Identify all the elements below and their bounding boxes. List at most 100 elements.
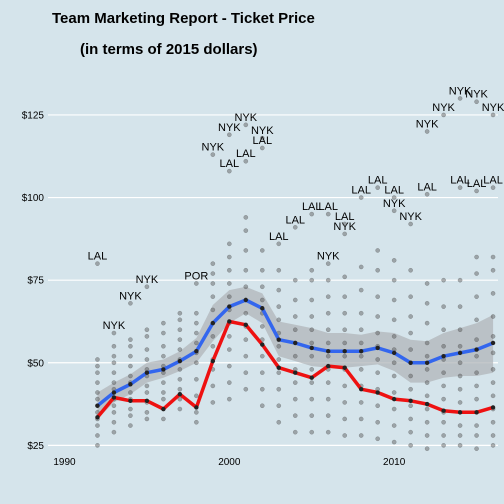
data-point xyxy=(161,330,166,336)
median-point xyxy=(391,396,397,402)
team-label: LAL xyxy=(302,201,322,213)
data-point xyxy=(292,380,298,385)
data-point xyxy=(276,287,282,293)
median-point xyxy=(243,322,249,327)
data-point xyxy=(111,360,117,366)
y-tick-label: $125 xyxy=(22,110,45,121)
data-point xyxy=(95,433,100,438)
y-tick-label: $100 xyxy=(22,193,45,204)
mean-point xyxy=(128,382,133,387)
data-point xyxy=(342,400,348,405)
data-point xyxy=(128,373,133,379)
data-point xyxy=(177,310,183,316)
data-point xyxy=(177,396,183,402)
median-point xyxy=(375,390,380,395)
data-point xyxy=(243,228,249,233)
team-label: NYK xyxy=(119,290,142,302)
data-point xyxy=(128,406,133,412)
median-point xyxy=(293,370,298,375)
data-point xyxy=(128,363,133,369)
data-point xyxy=(161,396,166,402)
data-point xyxy=(391,277,397,283)
annotated-point xyxy=(342,221,348,227)
team-label: NYK xyxy=(103,320,126,332)
data-point xyxy=(194,376,199,382)
data-point xyxy=(161,390,166,395)
data-point xyxy=(210,343,216,349)
data-point xyxy=(210,400,216,405)
median-point xyxy=(177,391,183,397)
data-point xyxy=(342,433,348,438)
team-label: LAL xyxy=(236,148,256,160)
data-point xyxy=(474,433,479,438)
data-point xyxy=(358,340,364,346)
data-point xyxy=(111,380,117,385)
x-tick-label: 2010 xyxy=(383,457,406,468)
data-point xyxy=(226,333,232,339)
data-point xyxy=(408,429,413,435)
data-point xyxy=(408,267,413,273)
data-point xyxy=(292,429,298,435)
data-point xyxy=(210,271,216,276)
data-point xyxy=(358,367,364,372)
data-point xyxy=(490,393,496,399)
data-point xyxy=(276,370,282,376)
data-point xyxy=(177,317,183,323)
data-point xyxy=(210,307,216,313)
team-label: NYK xyxy=(202,142,225,154)
annotated-point xyxy=(226,168,232,174)
data-point xyxy=(309,297,315,303)
team-label: NYK xyxy=(449,85,472,97)
data-point xyxy=(144,383,150,389)
team-label: NYK xyxy=(383,198,406,210)
mean-point xyxy=(260,306,265,311)
team-label: LAL xyxy=(351,185,371,197)
data-point xyxy=(490,419,496,425)
data-point xyxy=(309,314,315,319)
mean-point xyxy=(474,347,479,352)
mean-point xyxy=(144,370,150,375)
plot-area: $25$50$75$100$125 1990 2000 2010 LALNYKNYK… xyxy=(22,85,504,468)
data-point xyxy=(161,320,166,326)
data-point xyxy=(457,304,463,309)
mean-point xyxy=(424,360,430,365)
data-point xyxy=(424,446,430,452)
data-point xyxy=(144,333,150,339)
data-point xyxy=(358,353,364,359)
mean-point xyxy=(243,297,249,303)
data-point xyxy=(144,409,150,415)
data-point xyxy=(424,353,430,359)
mean-point xyxy=(177,358,183,364)
data-point xyxy=(325,396,331,402)
x-axis-tick-labels: 1990 2000 2010 xyxy=(53,457,405,468)
data-point xyxy=(490,367,496,372)
data-point xyxy=(95,390,100,395)
team-label: LAL xyxy=(220,158,240,170)
annotated-point xyxy=(243,122,249,128)
annotated-point xyxy=(391,195,397,200)
data-point xyxy=(375,248,381,253)
data-point xyxy=(424,367,430,372)
median-point xyxy=(95,415,100,420)
annotated-point xyxy=(128,300,133,306)
data-point xyxy=(292,277,298,283)
mean-point xyxy=(490,340,496,346)
annotated-point xyxy=(424,191,430,197)
data-point xyxy=(276,304,282,309)
data-point xyxy=(276,317,282,323)
data-point xyxy=(490,433,496,438)
team-label: NYK xyxy=(333,221,356,233)
data-point xyxy=(144,416,150,422)
data-point xyxy=(194,393,199,399)
annotated-point xyxy=(441,112,446,118)
data-point xyxy=(457,433,463,438)
data-point xyxy=(276,267,282,273)
team-label: NYK xyxy=(432,102,455,114)
data-point xyxy=(194,330,199,336)
data-point xyxy=(375,267,381,273)
team-label: LAL xyxy=(450,175,470,187)
x-tick-label: 1990 xyxy=(53,457,76,468)
data-point xyxy=(474,370,479,376)
data-point xyxy=(210,261,216,267)
data-point xyxy=(226,281,232,286)
